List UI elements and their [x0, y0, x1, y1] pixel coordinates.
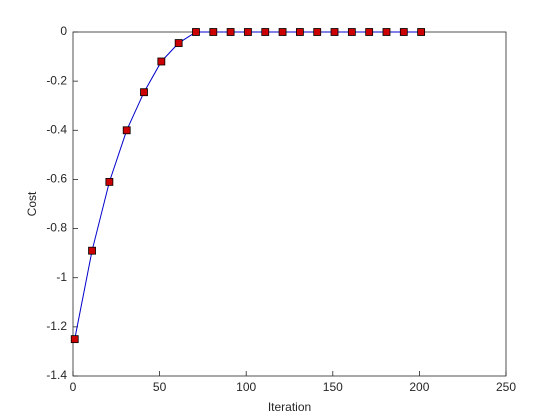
x-tick-label: 0: [70, 380, 77, 394]
data-point: [174, 39, 183, 47]
y-tick-label: -1.2: [46, 319, 67, 333]
x-tick-label: 250: [496, 380, 516, 394]
plot-area: [72, 31, 507, 377]
x-tick-label: 100: [236, 380, 256, 394]
data-point: [399, 28, 408, 36]
data-point: [122, 126, 131, 135]
x-tick-label: 200: [409, 380, 429, 394]
data-point: [330, 28, 339, 36]
y-tick-label: -1: [56, 270, 67, 284]
data-point: [192, 28, 200, 36]
data-point: [295, 28, 304, 36]
data-point: [209, 28, 218, 36]
y-tick-label: -0.8: [46, 221, 67, 235]
y-tick-label: 0: [60, 24, 67, 38]
x-axis-label: Iteration: [268, 400, 311, 414]
data-point: [365, 28, 374, 36]
data-point: [157, 57, 166, 66]
y-tick-label: -0.6: [46, 172, 67, 186]
data-point: [278, 28, 287, 36]
x-tick-label: 150: [323, 380, 343, 394]
data-point: [347, 28, 356, 36]
x-tick-label: 50: [153, 380, 167, 394]
data-point: [140, 88, 148, 97]
data-point: [226, 28, 235, 36]
y-tick-label: -0.2: [46, 73, 67, 87]
data-point: [244, 28, 252, 36]
data-point: [105, 177, 114, 186]
y-axis-label: Cost: [25, 191, 39, 216]
data-point: [261, 28, 270, 36]
y-tick-label: -0.4: [46, 122, 67, 136]
data-point: [88, 246, 96, 255]
data-point: [417, 28, 426, 36]
data-point: [382, 28, 391, 36]
data-point: [313, 28, 322, 36]
data-point: [70, 335, 79, 344]
y-tick-label: -1.4: [46, 368, 67, 382]
